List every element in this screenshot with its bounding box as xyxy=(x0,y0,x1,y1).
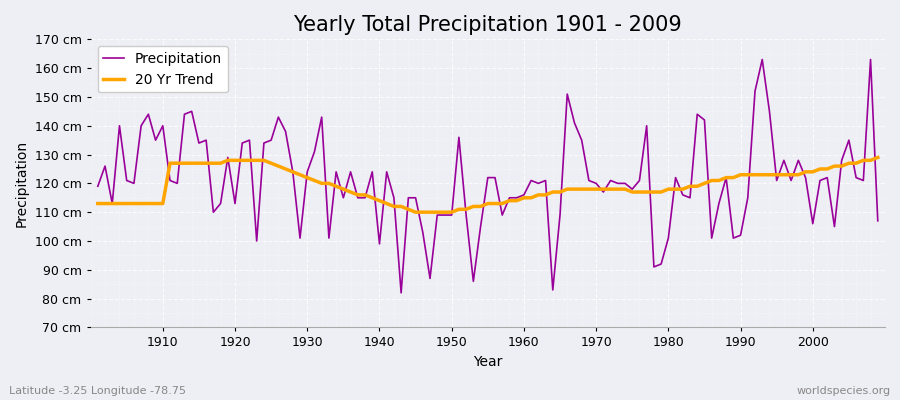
20 Yr Trend xyxy=(150,201,161,206)
Title: Yearly Total Precipitation 1901 - 2009: Yearly Total Precipitation 1901 - 2009 xyxy=(293,15,682,35)
Y-axis label: Precipitation: Precipitation xyxy=(15,140,29,227)
Line: 20 Yr Trend: 20 Yr Trend xyxy=(98,158,878,212)
20 Yr Trend xyxy=(518,195,529,200)
Text: Latitude -3.25 Longitude -78.75: Latitude -3.25 Longitude -78.75 xyxy=(9,386,186,396)
Line: Precipitation: Precipitation xyxy=(98,60,878,293)
Precipitation xyxy=(93,184,104,189)
20 Yr Trend xyxy=(353,192,364,197)
Legend: Precipitation, 20 Yr Trend: Precipitation, 20 Yr Trend xyxy=(97,46,228,92)
Precipitation xyxy=(612,181,623,186)
20 Yr Trend xyxy=(872,155,883,160)
Precipitation xyxy=(150,138,161,142)
Precipitation xyxy=(757,57,768,62)
Precipitation xyxy=(309,149,320,154)
Precipitation xyxy=(518,192,529,197)
Precipitation xyxy=(353,195,364,200)
Precipitation xyxy=(526,178,536,183)
Precipitation xyxy=(396,290,407,295)
Precipitation xyxy=(872,218,883,223)
20 Yr Trend xyxy=(410,210,421,214)
20 Yr Trend xyxy=(526,195,536,200)
X-axis label: Year: Year xyxy=(473,355,502,369)
20 Yr Trend xyxy=(612,187,623,192)
20 Yr Trend xyxy=(93,201,104,206)
Text: worldspecies.org: worldspecies.org xyxy=(796,386,891,396)
20 Yr Trend xyxy=(309,178,320,183)
